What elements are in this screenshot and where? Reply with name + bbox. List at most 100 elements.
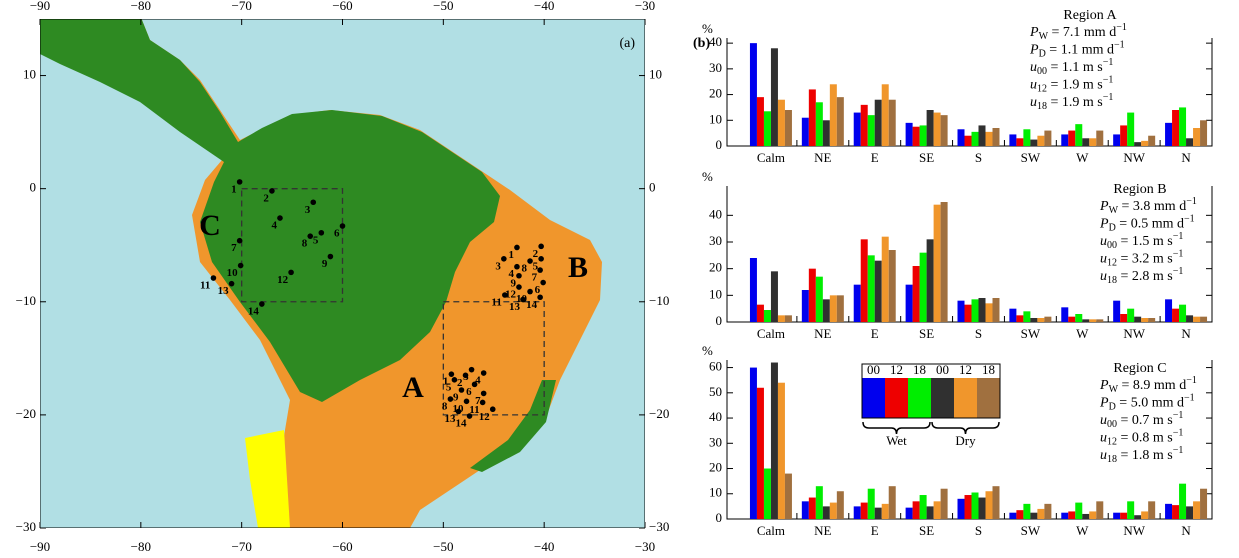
bar	[888, 250, 896, 322]
bar	[836, 295, 844, 322]
bar	[1037, 318, 1045, 322]
y-tick-label: 40	[709, 409, 722, 424]
station-label: 14	[456, 418, 468, 430]
stat-symbol: u	[1100, 448, 1107, 463]
bar	[777, 99, 785, 146]
bar	[1113, 134, 1121, 146]
bar	[770, 48, 778, 146]
bar	[1023, 129, 1031, 146]
station	[463, 398, 470, 405]
stat-symbol: P	[1029, 25, 1039, 40]
station-label: 3	[495, 260, 501, 272]
station-label: 6	[466, 386, 472, 398]
station	[479, 399, 486, 406]
bar	[756, 304, 764, 322]
bar	[919, 252, 927, 322]
y-tick-label: 10	[709, 485, 722, 500]
bar	[957, 498, 965, 519]
region-box	[442, 301, 545, 416]
station-label: 8	[442, 401, 448, 413]
y-axis-label: %	[702, 21, 713, 36]
bar	[1009, 512, 1017, 519]
y-tick-label: 0	[716, 313, 723, 328]
stat-line: u18 = 2.8 m s−1	[1100, 266, 1183, 286]
stat-text: = 1.1 m s	[1047, 60, 1103, 75]
chart-title: Region A	[1063, 8, 1117, 23]
bar	[933, 204, 941, 322]
region-label: A	[402, 371, 424, 404]
station	[471, 381, 478, 388]
x-tick-label: −50	[433, 539, 453, 554]
x-tick-label: NW	[1123, 150, 1145, 165]
x-tick-label: SE	[919, 326, 934, 341]
stat-subscript: 12	[1107, 258, 1117, 269]
station	[480, 370, 487, 376]
bar	[1134, 142, 1142, 146]
y-tick-label: 20	[709, 86, 722, 101]
bar	[853, 506, 861, 519]
station	[448, 371, 455, 377]
bar	[756, 387, 764, 519]
legend-group: Dry	[955, 433, 976, 448]
bar	[978, 497, 986, 519]
stat-text: = 7.1 mm d	[1048, 25, 1116, 40]
x-tick-label: NW	[1123, 523, 1145, 538]
station-label: 11	[491, 297, 501, 309]
legend-swatch	[908, 378, 931, 418]
bar	[1179, 483, 1187, 519]
bar	[874, 507, 882, 519]
bar	[1068, 316, 1076, 322]
x-tick-label: −30	[635, 539, 655, 554]
bar	[784, 110, 792, 146]
x-tick-label: S	[975, 150, 982, 165]
bar	[1148, 318, 1156, 322]
bar	[964, 495, 972, 519]
bar	[1082, 319, 1090, 322]
x-tick-label: −90	[30, 539, 50, 554]
station-label: 3	[305, 204, 311, 216]
x-tick-label: W	[1076, 150, 1089, 165]
station	[537, 267, 543, 273]
bar	[1127, 501, 1135, 519]
bar	[829, 295, 837, 322]
bar	[822, 120, 830, 146]
station	[228, 280, 235, 287]
station	[455, 408, 462, 415]
bar	[985, 131, 993, 146]
bar	[933, 501, 941, 519]
bar	[1044, 316, 1052, 322]
legend-swatch	[885, 378, 908, 418]
bar	[756, 97, 764, 146]
bar	[926, 239, 934, 322]
bar	[815, 486, 823, 519]
station	[451, 377, 458, 383]
legend-label: 00	[936, 362, 949, 377]
desert	[245, 430, 290, 528]
stat-text: = 0.5 mm d	[1116, 217, 1184, 232]
bar	[860, 239, 868, 322]
station-label: 12	[505, 289, 517, 301]
bar	[822, 506, 830, 519]
bar	[992, 298, 1000, 322]
bar	[888, 99, 896, 146]
stat-superscript: −1	[1173, 428, 1184, 439]
station-label: 12	[479, 411, 491, 423]
map-background	[40, 19, 645, 528]
stat-line: u18 = 1.9 m s−1	[1030, 92, 1113, 112]
stat-subscript: W	[1109, 384, 1119, 395]
station-label: 1	[231, 183, 237, 195]
bar	[919, 495, 927, 519]
bar	[957, 129, 965, 146]
bar	[763, 310, 771, 322]
x-tick-label: −40	[534, 539, 554, 554]
bar	[1061, 512, 1069, 519]
bar	[1030, 139, 1038, 146]
station	[480, 390, 487, 397]
stat-text: = 3.8 mm d	[1118, 199, 1186, 214]
x-tick-label: SW	[1021, 326, 1041, 341]
station-label: 6	[535, 284, 541, 296]
x-tick-label: SE	[919, 150, 934, 165]
stat-symbol: u	[1100, 413, 1107, 428]
bar	[808, 268, 816, 322]
stat-subscript: D	[1109, 223, 1116, 234]
